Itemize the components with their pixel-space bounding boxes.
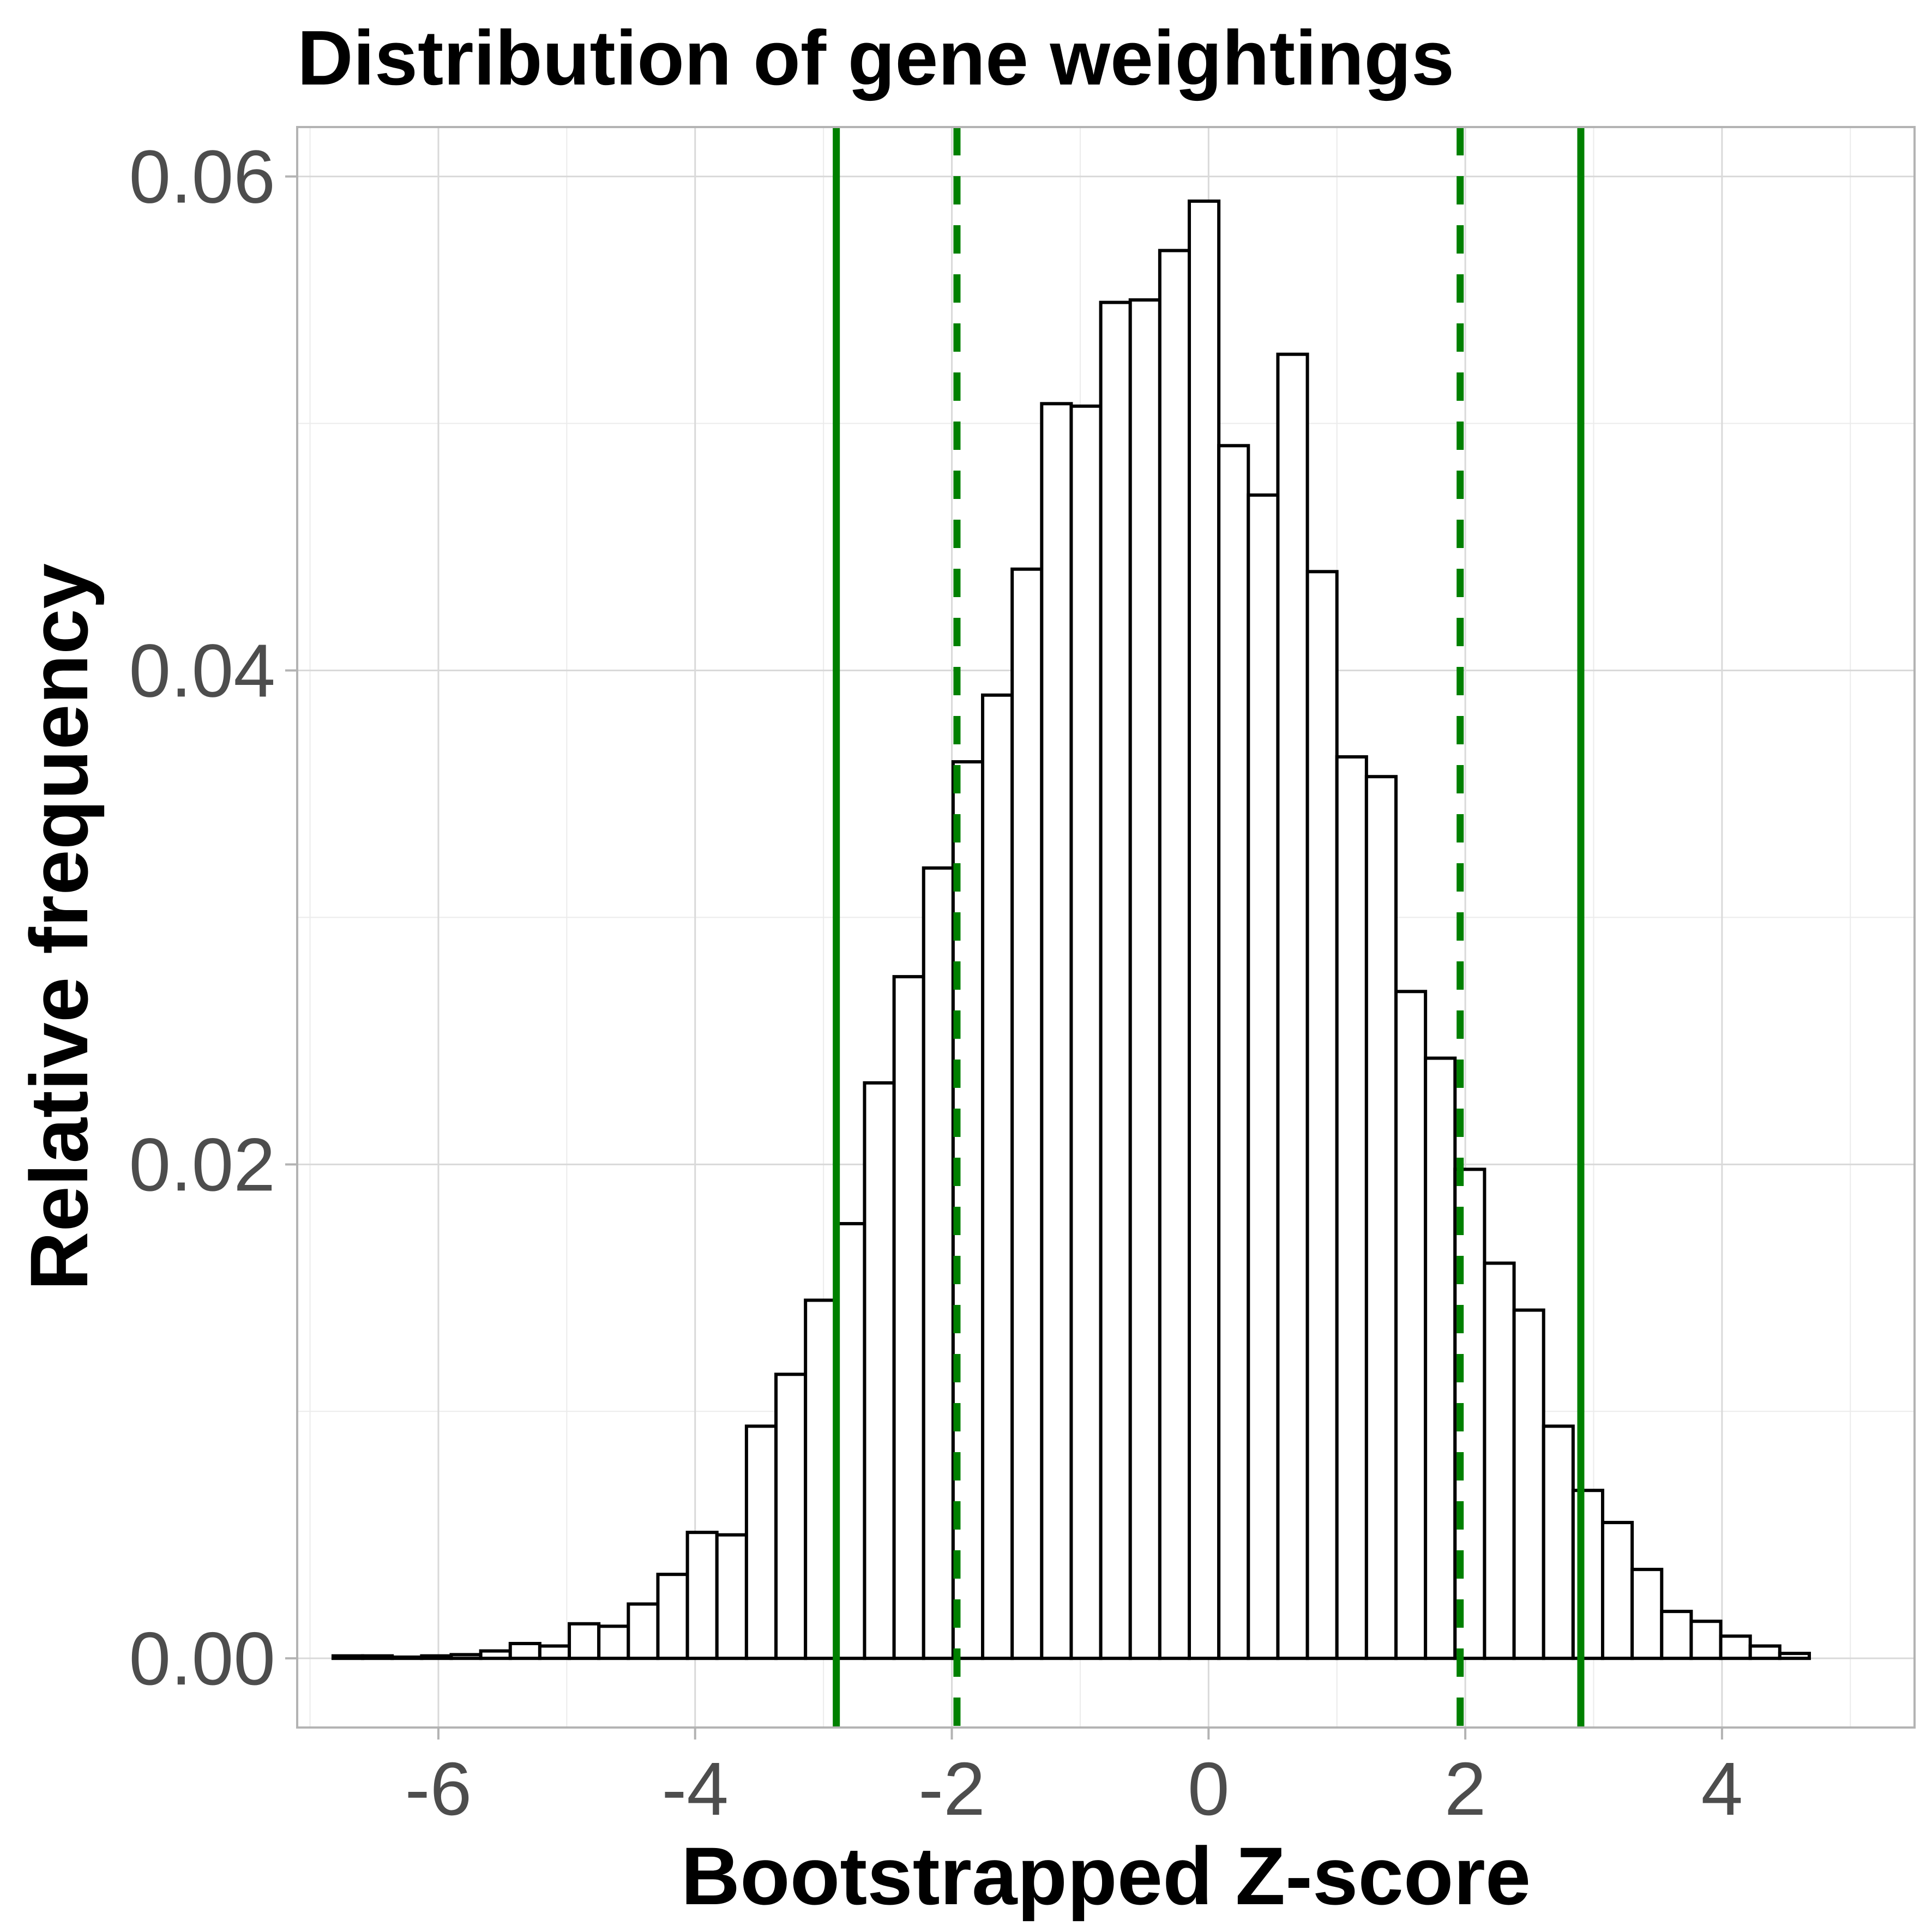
histogram-bar <box>1778 1652 1811 1660</box>
reference-lines <box>833 127 1585 1728</box>
histogram-bar <box>1010 567 1044 1660</box>
histogram-bar <box>1483 1261 1516 1660</box>
histogram-bar <box>1128 298 1161 1660</box>
x-tick-label: -2 <box>918 1747 985 1831</box>
chart-title: Distribution of gene weightings <box>297 15 1454 101</box>
histogram-bar <box>1305 570 1339 1660</box>
histogram-bar <box>1158 249 1191 1660</box>
histogram-bar <box>1660 1610 1693 1660</box>
x-tick-label: 0 <box>1188 1747 1230 1831</box>
histogram-bar <box>1542 1424 1575 1660</box>
histogram-bar <box>922 866 955 1660</box>
y-tick-label: 0.06 <box>129 135 275 219</box>
y-tick-label: 0.02 <box>129 1123 275 1207</box>
histogram-bar <box>1394 990 1428 1660</box>
histogram-bar <box>1424 1056 1457 1660</box>
histogram-bar <box>1689 1620 1723 1660</box>
histogram-bar <box>1719 1634 1752 1660</box>
histogram-bar <box>685 1531 719 1660</box>
histogram-bar <box>361 1654 394 1660</box>
histogram-bar <box>715 1533 748 1660</box>
y-tick-label: 0.04 <box>129 629 275 713</box>
histogram-bar <box>981 693 1014 1660</box>
histogram-bars <box>331 199 1811 1660</box>
x-axis-ticks: -6 -4 -2 0 2 4 <box>405 1728 1743 1831</box>
histogram-bar <box>597 1624 630 1660</box>
x-tick-label: -4 <box>661 1747 729 1831</box>
histogram-bar <box>331 1654 365 1660</box>
histogram-bar <box>774 1373 808 1660</box>
histogram-bar <box>892 975 925 1660</box>
histogram-bar <box>1630 1568 1664 1660</box>
y-axis-ticks: 0.00 0.02 0.04 0.06 <box>129 135 297 1701</box>
histogram-bar <box>1069 404 1103 1660</box>
histogram-bar <box>1276 352 1309 1660</box>
histogram-bar <box>449 1653 483 1660</box>
x-tick-label: -6 <box>405 1747 472 1831</box>
histogram-bar <box>420 1654 453 1660</box>
histogram-bar <box>1364 775 1398 1660</box>
histogram-bar <box>568 1622 601 1660</box>
histogram-bar <box>1748 1644 1781 1660</box>
histogram-bar <box>863 1081 896 1660</box>
histogram-bar <box>390 1655 424 1660</box>
histogram-bar <box>1099 300 1132 1660</box>
histogram-bar <box>627 1602 660 1660</box>
histogram-bar <box>1217 444 1250 1660</box>
histogram-bar <box>1188 199 1221 1660</box>
y-tick-label: 0.00 <box>129 1617 275 1701</box>
x-tick-label: 4 <box>1701 1747 1743 1831</box>
y-axis-title: Relative frequency <box>13 563 105 1291</box>
histogram-bar <box>538 1644 571 1660</box>
histogram-bar <box>744 1424 778 1660</box>
histogram-bar <box>1512 1308 1545 1660</box>
histogram-bar <box>1600 1521 1634 1660</box>
histogram-bar <box>804 1298 837 1660</box>
histogram-bar <box>656 1573 689 1660</box>
histogram-bar <box>479 1649 512 1660</box>
histogram-bar <box>1335 755 1368 1660</box>
x-tick-label: 2 <box>1445 1747 1486 1831</box>
histogram-bar <box>1040 402 1073 1660</box>
histogram-bar <box>508 1642 541 1660</box>
plot-panel <box>296 126 1916 1729</box>
histogram-bar <box>1247 493 1280 1660</box>
x-axis-title: Bootstrapped Z-score <box>681 1830 1531 1922</box>
